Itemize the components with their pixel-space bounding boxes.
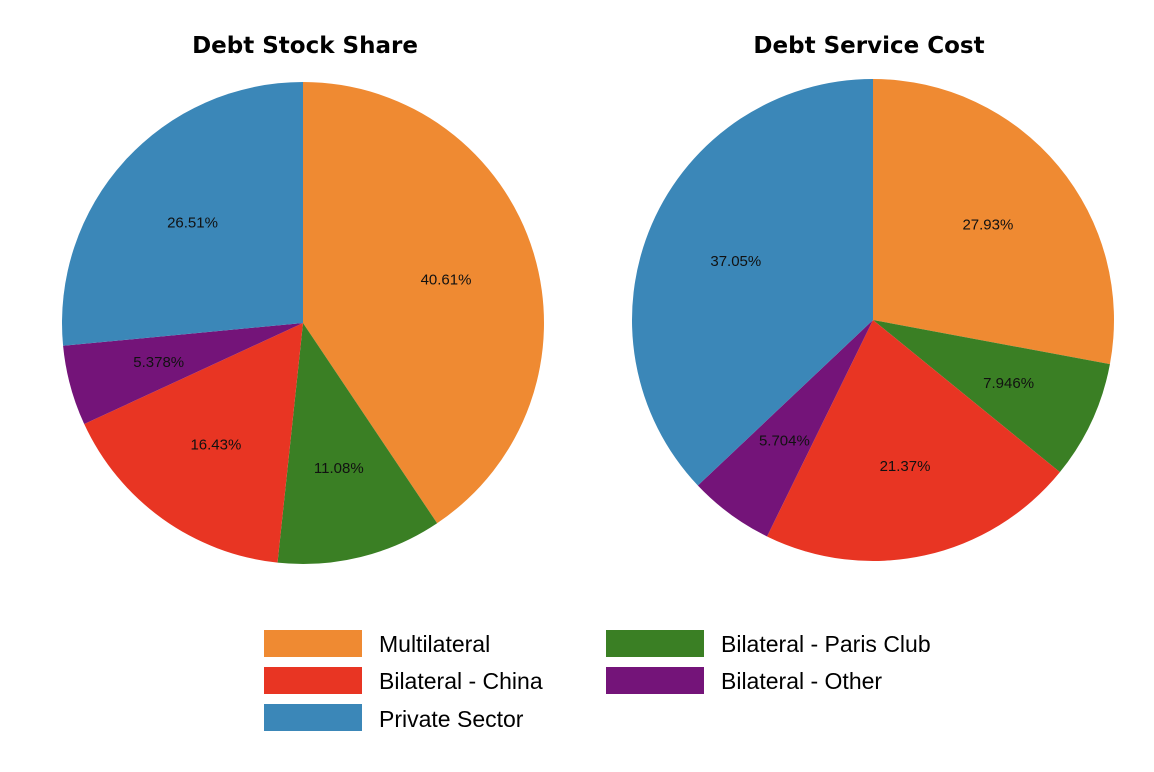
legend-label: Bilateral - Paris Club	[721, 631, 931, 657]
pie-slice-bilateral-paris-club	[277, 323, 438, 565]
slice-label-bilateral-china: 16.43%	[190, 436, 241, 453]
pie-slice-private-sector	[631, 79, 873, 486]
pie-slice-multilateral	[303, 82, 544, 524]
slice-label-multilateral: 27.93%	[962, 217, 1013, 234]
legend-item-bilateral-china: Bilateral - China	[264, 667, 543, 694]
slice-label-bilateral-other: 5.704%	[759, 432, 810, 449]
legend-swatch	[264, 630, 362, 657]
slice-label-private-sector: 37.05%	[710, 253, 761, 270]
pie-slice-bilateral-china	[84, 323, 303, 563]
legend-swatch	[264, 667, 362, 694]
legend-item-bilateral-paris-club: Bilateral - Paris Club	[606, 630, 931, 657]
legend-swatch	[264, 704, 362, 731]
legend-swatch	[606, 630, 704, 657]
slice-label-multilateral: 40.61%	[421, 272, 472, 289]
pie-slice-bilateral-other	[697, 320, 873, 537]
legend: Multilateral Bilateral - Paris Club Bila…	[264, 630, 931, 732]
legend-item-multilateral: Multilateral	[264, 630, 490, 657]
slice-label-private-sector: 26.51%	[167, 215, 218, 232]
pie-slice-private-sector	[61, 82, 303, 346]
legend-item-private-sector: Private Sector	[264, 704, 524, 732]
legend-label: Bilateral - Other	[721, 668, 882, 694]
pie-chart-debt-stock-share: Debt Stock Share 40.61% 11.08% 16.43% 5.378…	[61, 33, 544, 565]
chart-title: Debt Stock Share	[192, 33, 418, 59]
legend-swatch	[606, 667, 704, 694]
legend-label: Private Sector	[379, 706, 524, 732]
pie-slice-bilateral-other	[63, 323, 303, 425]
legend-label: Multilateral	[379, 631, 490, 657]
slice-label-bilateral-paris-club: 7.946%	[983, 375, 1034, 392]
legend-item-bilateral-other: Bilateral - Other	[606, 667, 882, 694]
pie-chart-debt-service-cost: Debt Service Cost 27.93% 7.946% 21.37% 5.70…	[631, 33, 1115, 561]
legend-label: Bilateral - China	[379, 668, 543, 694]
slice-label-bilateral-paris-club: 11.08%	[314, 460, 364, 477]
chart-title: Debt Service Cost	[753, 33, 984, 59]
pie-slice-multilateral	[873, 79, 1115, 365]
slice-label-bilateral-other: 5.378%	[133, 354, 184, 371]
pie-slice-bilateral-paris-club	[873, 320, 1110, 473]
slice-label-bilateral-china: 21.37%	[880, 458, 931, 475]
pie-slice-bilateral-china	[767, 320, 1060, 561]
